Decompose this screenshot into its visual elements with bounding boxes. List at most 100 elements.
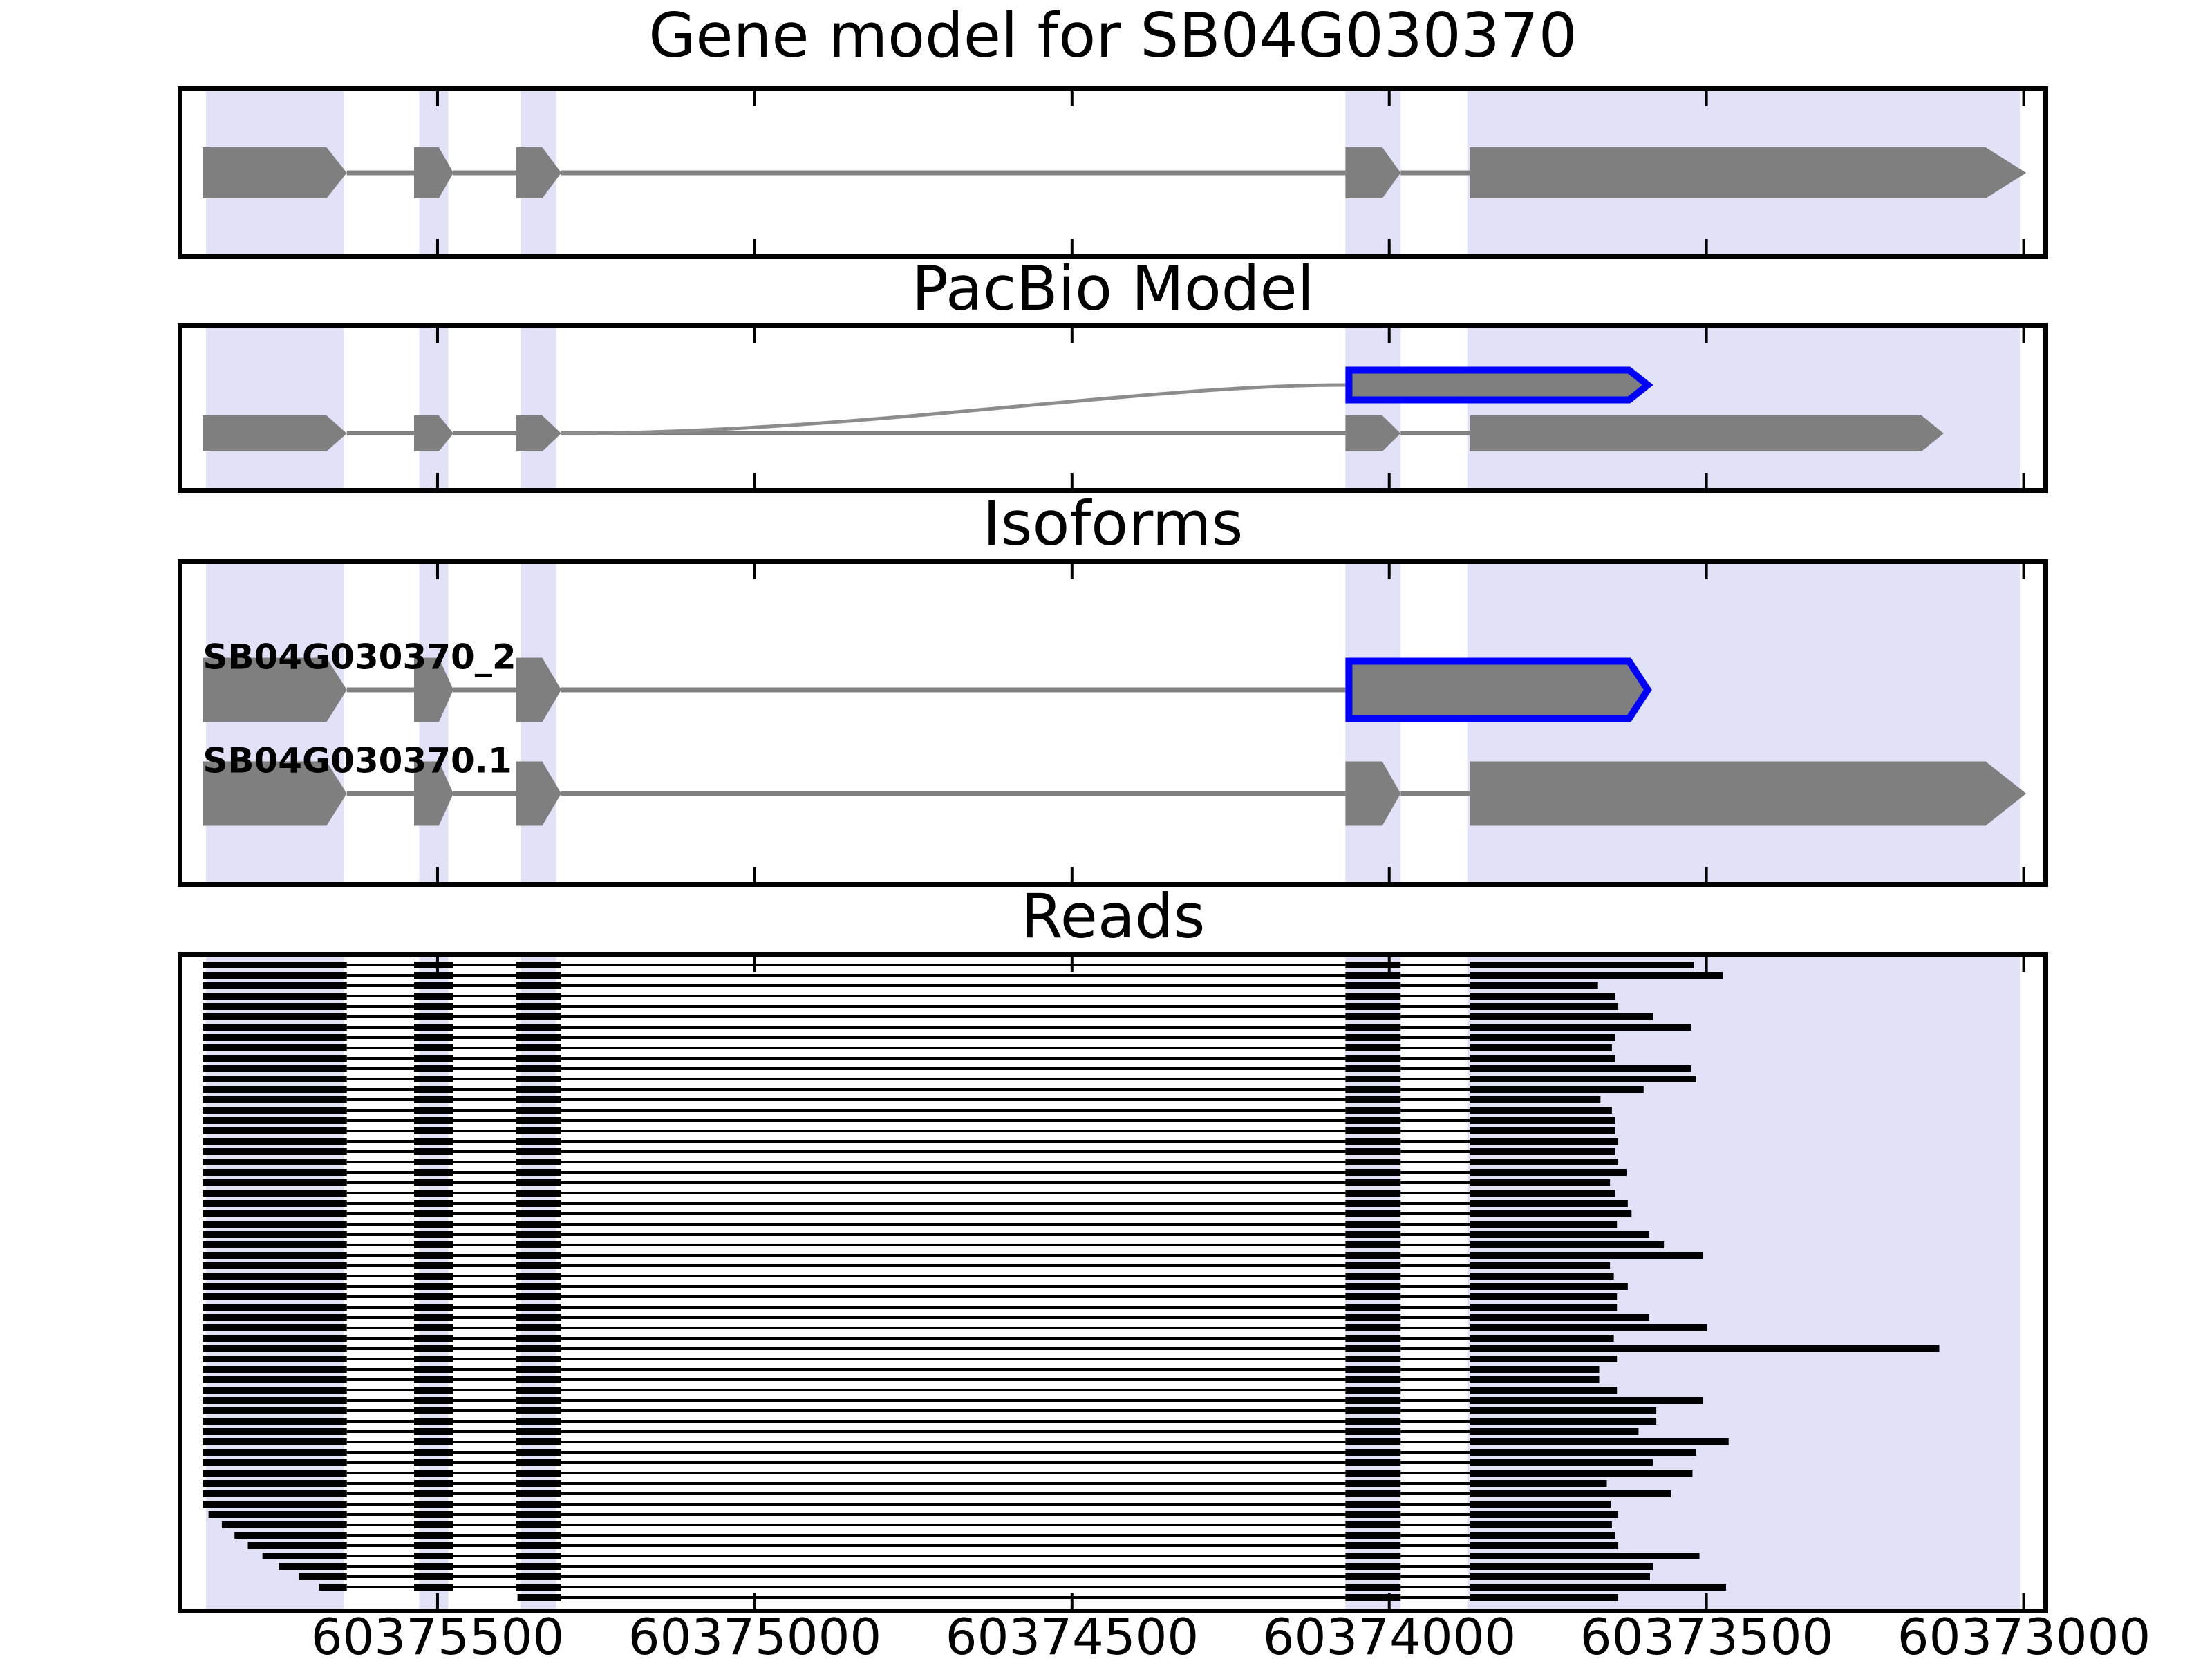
read-connector-line (453, 1492, 516, 1495)
read-exon-block (414, 1563, 453, 1570)
read-exon-block (1470, 1293, 1618, 1300)
read-exon-block (516, 993, 561, 1000)
read-connector-line (453, 1223, 516, 1226)
read-exon-block (516, 1096, 561, 1103)
read-connector-line (346, 1534, 415, 1537)
read-exon-block (1345, 1283, 1401, 1290)
read-row (203, 1159, 1619, 1165)
read-row (298, 1573, 1650, 1580)
read-connector-line (453, 1098, 516, 1101)
read-connector-line (1400, 1316, 1470, 1319)
read-connector-line (453, 995, 516, 997)
read-exon-block (414, 1241, 453, 1248)
read-exon-block (1345, 1096, 1401, 1103)
read-exon-block (1470, 1470, 1693, 1477)
read-exon-block (203, 1221, 347, 1228)
highlight-band (205, 328, 344, 488)
read-exon-block (203, 1366, 347, 1373)
read-connector-line (1400, 1150, 1470, 1153)
read-connector-line (346, 984, 415, 987)
read-connector-line (1400, 1327, 1470, 1329)
read-exon-block (1345, 1231, 1401, 1238)
read-connector-line (453, 1202, 516, 1205)
read-exon-block (516, 1044, 561, 1051)
read-connector-line (453, 1316, 516, 1319)
read-exon-block (203, 1283, 347, 1290)
read-exon-block (516, 1117, 561, 1124)
read-exon-block (1345, 1335, 1401, 1342)
read-exon-block (516, 1521, 561, 1528)
read-connector-line (1400, 1368, 1470, 1371)
read-connector-line (346, 1285, 415, 1288)
read-exon-block (414, 1293, 453, 1300)
highlight-band (521, 957, 556, 1609)
exon-shape (1470, 415, 1944, 451)
read-exon-block (203, 1438, 347, 1445)
read-exon-block (1470, 1407, 1657, 1414)
read-connector-line (346, 1399, 415, 1402)
read-connector-line (453, 1130, 516, 1132)
read-connector-line (1400, 1067, 1470, 1070)
read-exon-block (516, 1480, 561, 1487)
read-exon-block (414, 1345, 453, 1352)
highlight-band (205, 957, 344, 1609)
read-exon-block (203, 1407, 347, 1414)
read-connector-line (346, 1223, 415, 1226)
panel-pacbio (178, 323, 2048, 493)
read-exon-block (1470, 1563, 1653, 1570)
read-exon-block (1345, 1594, 1401, 1601)
read-exon-block (1345, 1501, 1401, 1508)
read-exon-block (414, 1148, 453, 1155)
read-exon-block (203, 972, 347, 979)
read-exon-block (414, 1584, 453, 1591)
read-connector-line (453, 1047, 516, 1049)
read-exon-block (516, 1159, 561, 1165)
read-exon-block (516, 1335, 561, 1342)
read-exon-block (516, 1293, 561, 1300)
read-exon-block (203, 1159, 347, 1165)
read-exon-block (1470, 1231, 1650, 1238)
exon-shape (1345, 147, 1401, 198)
read-connector-line (453, 1119, 516, 1122)
exon-shape-highlighted (1345, 366, 1653, 404)
read-connector-line (346, 1171, 415, 1174)
read-connector-line (1400, 1461, 1470, 1464)
read-connector-line (1400, 1409, 1470, 1412)
read-exon-block (414, 1449, 453, 1456)
read-exon-block (1345, 1221, 1401, 1228)
panel-title-isoforms: Isoforms (982, 488, 1244, 559)
read-exon-block (516, 1034, 561, 1041)
read-row (203, 1262, 1611, 1269)
read-connector-line (561, 1223, 1346, 1226)
read-connector-line (1400, 1192, 1470, 1194)
read-exon-block (1345, 1563, 1401, 1570)
read-row (517, 1594, 1619, 1601)
read-exon-block (319, 1584, 347, 1591)
read-exon-block (1470, 1086, 1644, 1093)
read-row (203, 1324, 1707, 1331)
read-exon-block (1470, 1387, 1618, 1394)
read-exon-block (203, 1117, 347, 1124)
x-tick-label: 60375500 (310, 1608, 565, 1659)
read-connector-line (453, 1503, 516, 1506)
exon-shape (203, 657, 347, 722)
read-exon-block (203, 1335, 347, 1342)
read-row (203, 1397, 1704, 1404)
read-exon-block (1470, 1553, 1700, 1559)
read-exon-block (1345, 1055, 1401, 1062)
read-connector-line (561, 1306, 1346, 1309)
read-connector-line (346, 1420, 415, 1423)
highlight-band (419, 957, 449, 1609)
read-connector-line (1400, 1212, 1470, 1215)
read-connector-line (453, 1399, 516, 1402)
read-exon-block (414, 1314, 453, 1321)
read-exon-block (203, 1293, 347, 1300)
read-exon-block (516, 1553, 561, 1559)
read-connector-line (453, 1555, 516, 1557)
read-exon-block (1345, 1532, 1401, 1539)
read-connector-line (561, 1171, 1346, 1174)
read-connector-line (346, 1378, 415, 1381)
read-exon-block (208, 1511, 347, 1518)
read-exon-block (516, 1324, 561, 1331)
read-connector-line (453, 1264, 516, 1267)
